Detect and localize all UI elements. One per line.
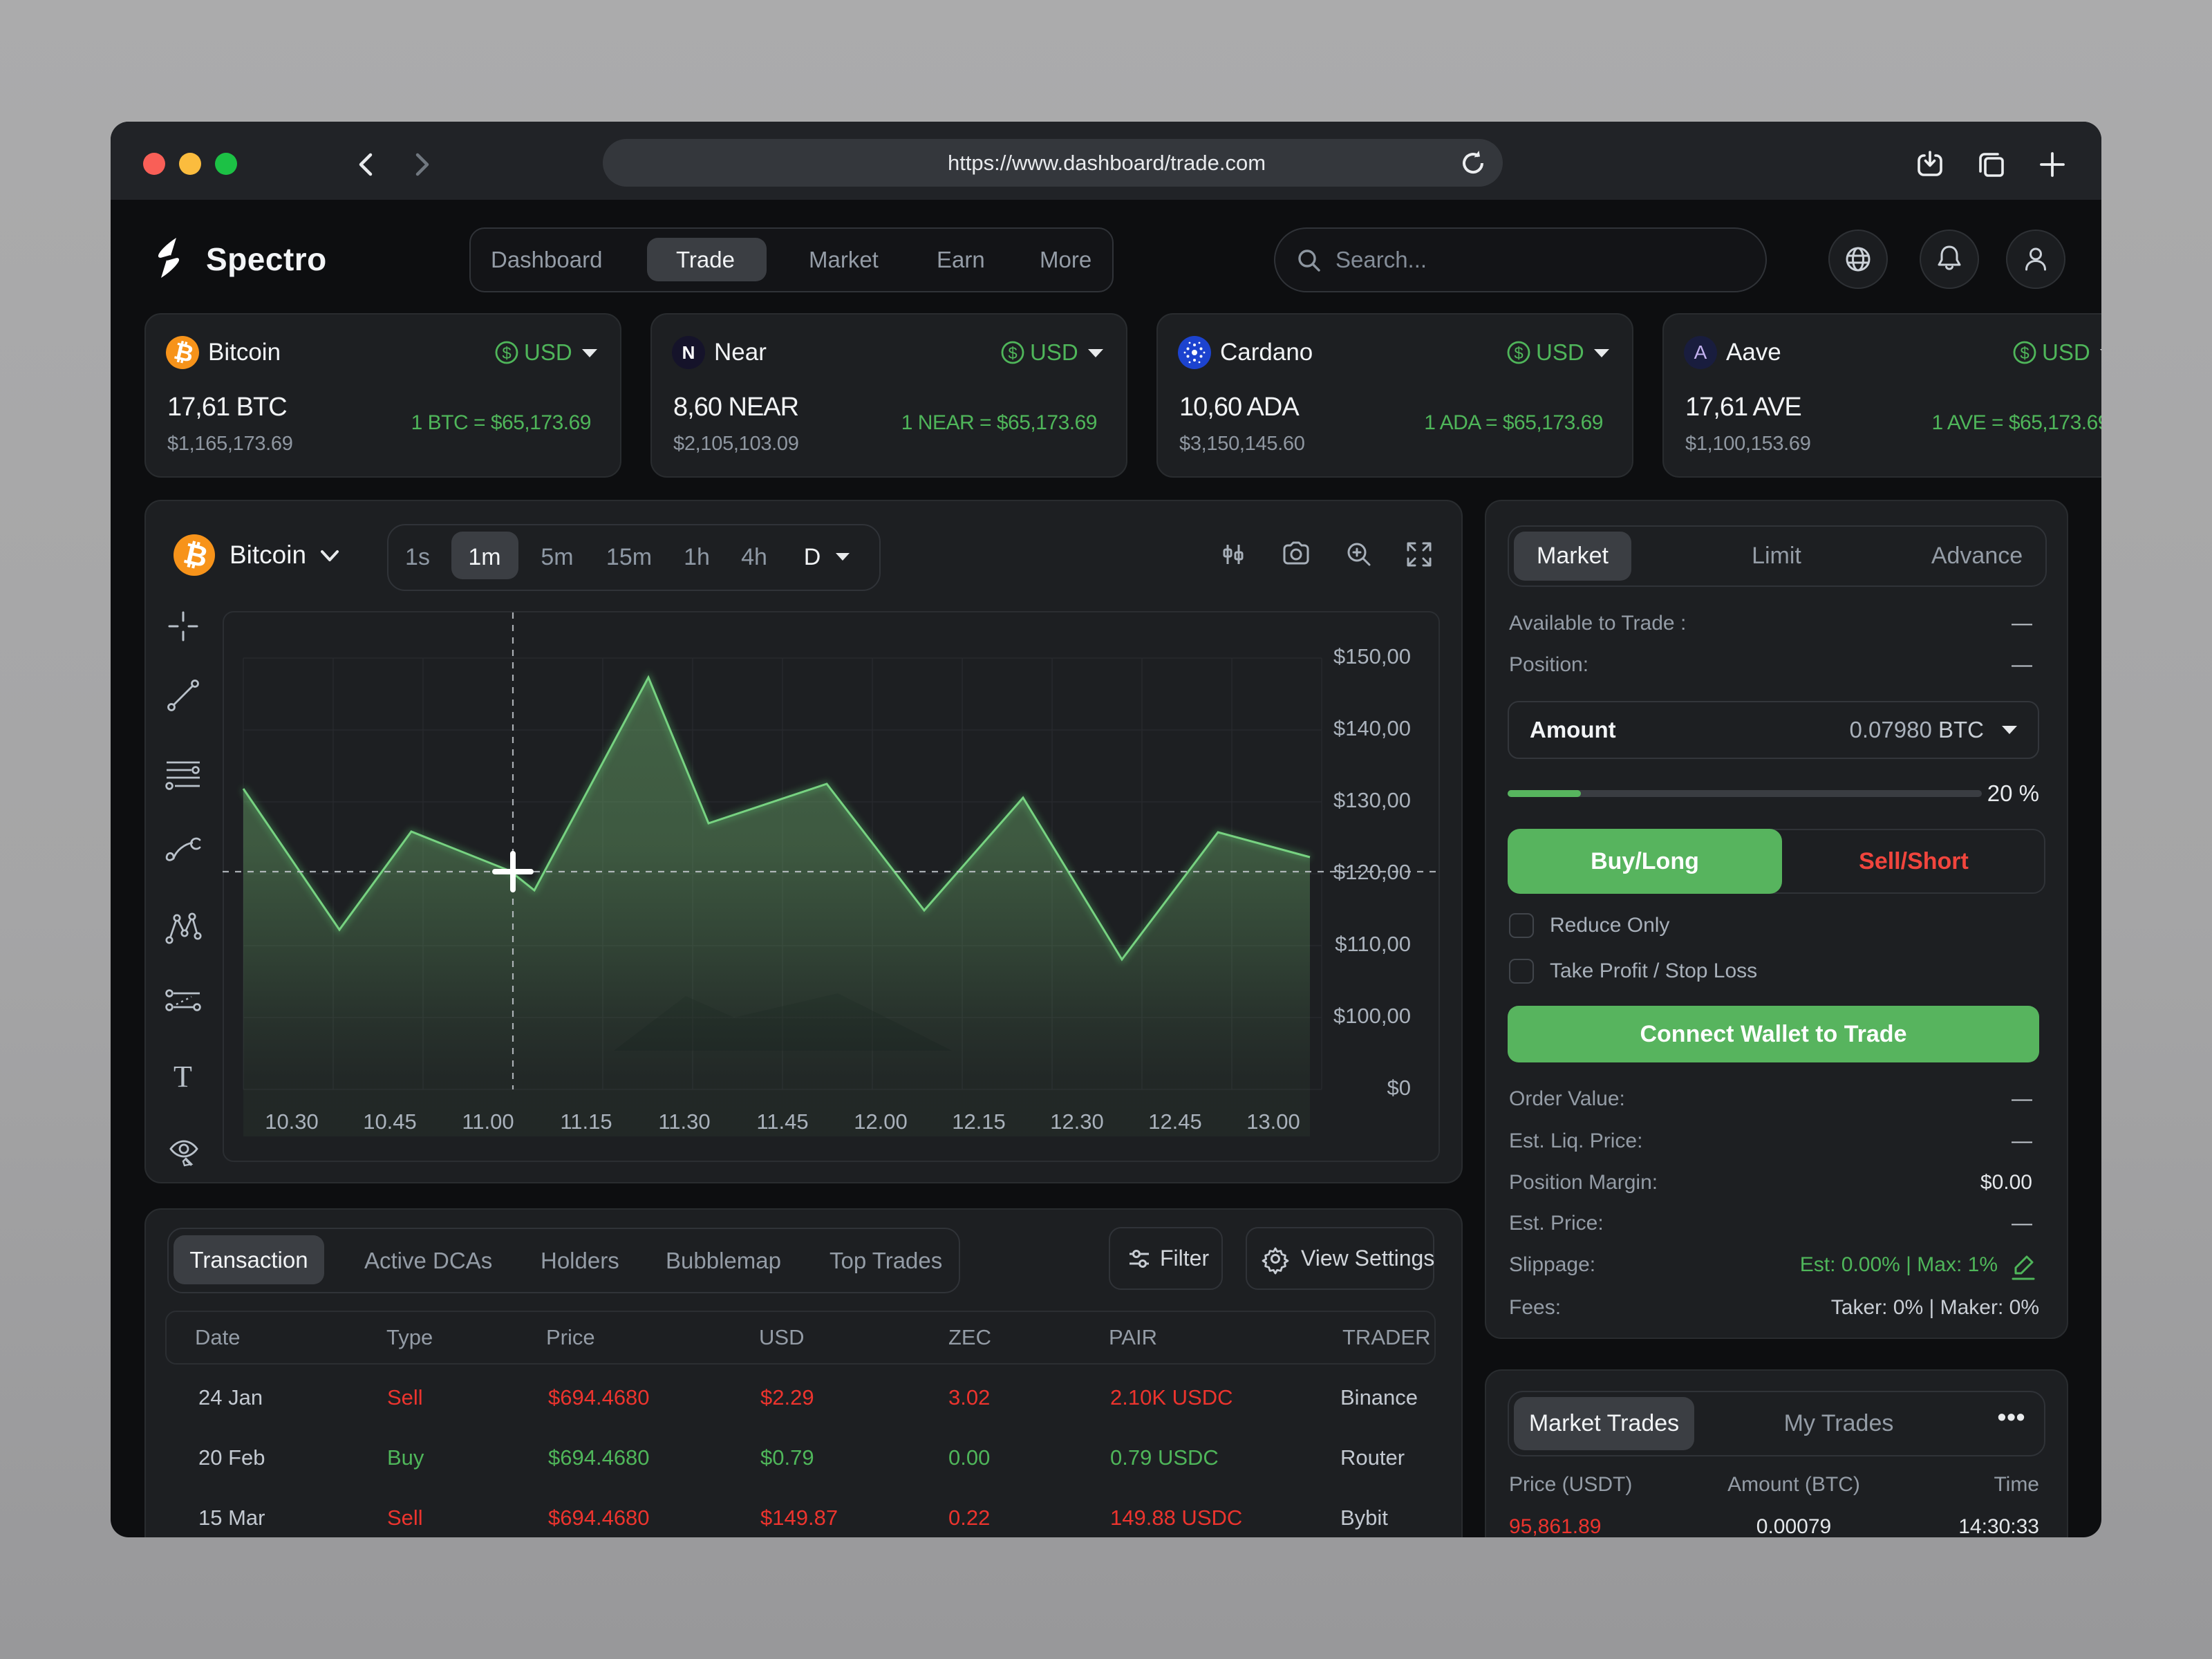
svg-text:$: $: [502, 344, 511, 363]
svg-text:$: $: [2020, 344, 2029, 363]
svg-text:$: $: [1514, 344, 1523, 363]
svg-text:$: $: [1008, 344, 1017, 363]
